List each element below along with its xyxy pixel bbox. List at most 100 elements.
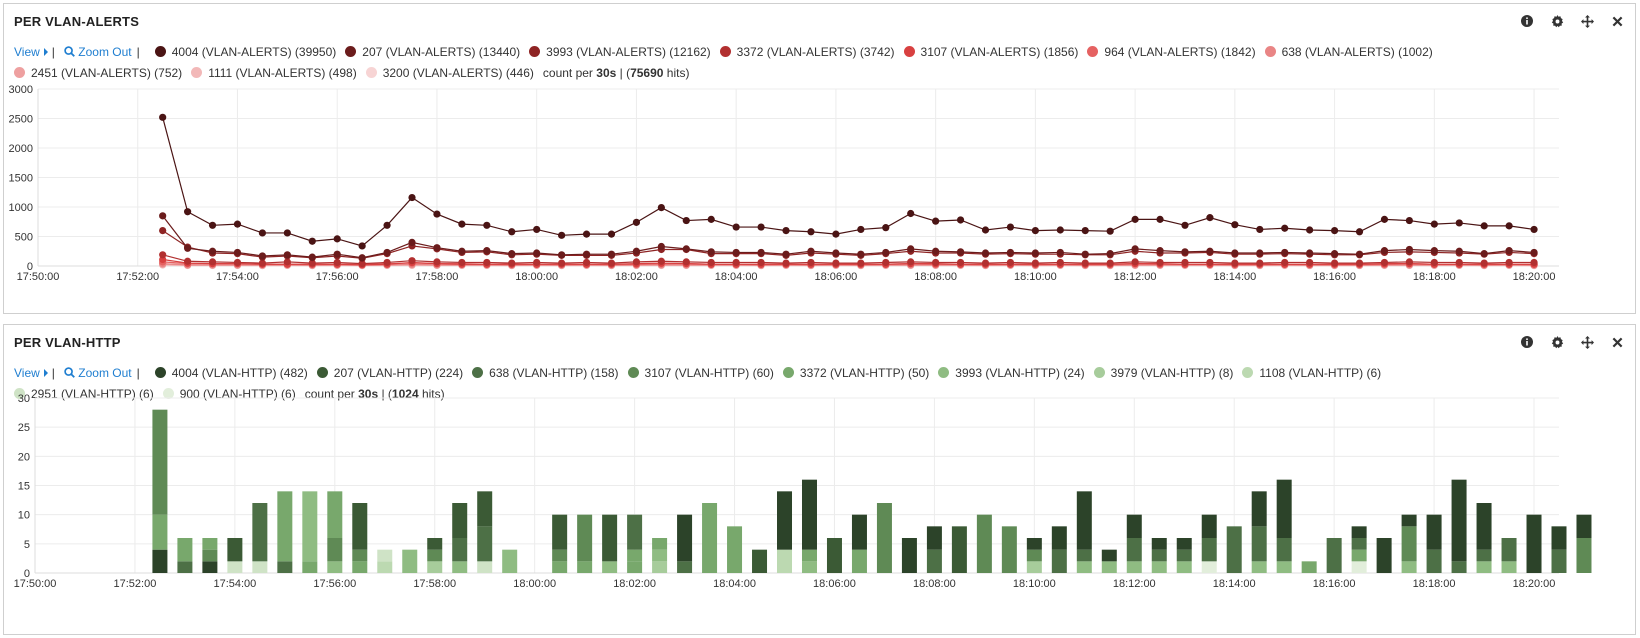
data-point[interactable]	[857, 225, 865, 234]
view-menu[interactable]: View	[14, 45, 48, 59]
data-point[interactable]	[1281, 258, 1289, 267]
legend-item[interactable]: 207 (VLAN-ALERTS) (13440)	[345, 42, 520, 63]
bar-segment[interactable]	[1051, 526, 1067, 550]
info-icon[interactable]	[1519, 13, 1535, 29]
data-point[interactable]	[308, 253, 316, 261]
data-point[interactable]	[184, 257, 192, 265]
bar-segment[interactable]	[277, 561, 293, 573]
legend-item[interactable]: 3993 (VLAN-HTTP) (24)	[938, 363, 1085, 384]
data-point[interactable]	[907, 209, 915, 218]
data-point[interactable]	[159, 251, 167, 259]
data-point[interactable]	[533, 225, 541, 234]
data-point[interactable]	[607, 250, 616, 258]
legend-item[interactable]: 3993 (VLAN-ALERTS) (12162)	[529, 42, 711, 63]
bar-segment[interactable]	[1201, 561, 1217, 573]
bar-segment[interactable]	[577, 514, 593, 562]
data-point[interactable]	[607, 230, 616, 238]
data-point[interactable]	[907, 258, 915, 266]
data-point[interactable]	[1480, 250, 1488, 258]
bar-segment[interactable]	[826, 538, 842, 573]
data-point[interactable]	[1156, 258, 1164, 267]
gear-icon[interactable]	[1549, 13, 1565, 29]
bar-segment[interactable]	[477, 561, 493, 573]
data-point[interactable]	[1405, 258, 1413, 266]
bar-segment[interactable]	[1426, 514, 1442, 550]
bar-segment[interactable]	[202, 549, 218, 562]
data-point[interactable]	[1006, 248, 1015, 257]
bar-segment[interactable]	[252, 503, 268, 562]
bar-segment[interactable]	[1401, 526, 1417, 562]
data-point[interactable]	[483, 247, 491, 255]
move-icon[interactable]	[1579, 13, 1595, 29]
data-point[interactable]	[1081, 259, 1089, 267]
data-point[interactable]	[1430, 258, 1438, 267]
legend-item[interactable]: 3372 (VLAN-ALERTS) (3742)	[719, 42, 895, 63]
data-point[interactable]	[1380, 215, 1389, 223]
bar-segment[interactable]	[552, 561, 568, 573]
data-point[interactable]	[682, 216, 690, 225]
bar-segment[interactable]	[302, 561, 318, 573]
legend-item[interactable]: 3107 (VLAN-HTTP) (60)	[627, 363, 774, 384]
data-point[interactable]	[1430, 247, 1438, 255]
data-point[interactable]	[1306, 249, 1314, 257]
data-point[interactable]	[1306, 258, 1314, 267]
data-point[interactable]	[208, 221, 217, 229]
data-point[interactable]	[1281, 248, 1289, 257]
data-point[interactable]	[1530, 258, 1538, 267]
legend-item[interactable]: 638 (VLAN-ALERTS) (1002)	[1264, 42, 1433, 63]
legend-item[interactable]: 1111 (VLAN-ALERTS) (498)	[191, 63, 357, 84]
bar-segment[interactable]	[377, 549, 393, 562]
data-point[interactable]	[458, 258, 466, 267]
data-point[interactable]	[1480, 259, 1488, 267]
bar-segment[interactable]	[677, 561, 693, 573]
data-point[interactable]	[558, 231, 566, 239]
data-point[interactable]	[707, 215, 715, 223]
data-point[interactable]	[258, 259, 267, 267]
bar-segment[interactable]	[1351, 549, 1367, 562]
data-point[interactable]	[632, 247, 641, 255]
data-point[interactable]	[333, 235, 341, 243]
data-point[interactable]	[1355, 250, 1364, 258]
data-point[interactable]	[857, 250, 865, 258]
bar-segment[interactable]	[1076, 561, 1092, 573]
data-point[interactable]	[907, 245, 915, 253]
data-point[interactable]	[508, 250, 516, 258]
legend-item[interactable]: 964 (VLAN-ALERTS) (1842)	[1087, 42, 1256, 63]
data-point[interactable]	[233, 248, 242, 257]
data-point[interactable]	[1480, 222, 1488, 230]
bar-segment[interactable]	[327, 561, 343, 573]
bar-segment[interactable]	[377, 561, 393, 573]
data-point[interactable]	[333, 258, 341, 267]
data-point[interactable]	[657, 257, 665, 265]
bar-segment[interactable]	[602, 514, 618, 562]
bar-segment[interactable]	[427, 549, 443, 562]
data-point[interactable]	[1530, 225, 1538, 234]
bar-segment[interactable]	[926, 549, 942, 573]
bar-segment[interactable]	[1076, 491, 1092, 550]
data-point[interactable]	[233, 258, 242, 267]
data-point[interactable]	[558, 251, 566, 259]
data-point[interactable]	[1505, 258, 1513, 267]
bar-segment[interactable]	[652, 549, 668, 562]
data-point[interactable]	[1206, 258, 1214, 267]
bar-segment[interactable]	[452, 503, 468, 538]
bar-segment[interactable]	[602, 561, 618, 573]
data-point[interactable]	[956, 248, 965, 256]
data-point[interactable]	[1081, 227, 1089, 235]
bar-segment[interactable]	[1451, 479, 1467, 562]
bar-segment[interactable]	[1301, 561, 1317, 573]
bar-segment[interactable]	[1251, 561, 1267, 573]
data-point[interactable]	[383, 221, 391, 229]
bar-segment[interactable]	[477, 491, 493, 527]
bar-segment[interactable]	[1476, 503, 1492, 550]
bar-segment[interactable]	[901, 538, 917, 573]
data-point[interactable]	[1530, 248, 1538, 257]
data-point[interactable]	[433, 258, 441, 266]
bar-segment[interactable]	[677, 514, 693, 562]
data-point[interactable]	[1505, 247, 1513, 255]
data-point[interactable]	[657, 203, 665, 212]
legend-item[interactable]: 2451 (VLAN-ALERTS) (752)	[14, 63, 182, 84]
data-point[interactable]	[1256, 249, 1264, 257]
data-point[interactable]	[1355, 259, 1364, 267]
bar-segment[interactable]	[627, 514, 643, 550]
